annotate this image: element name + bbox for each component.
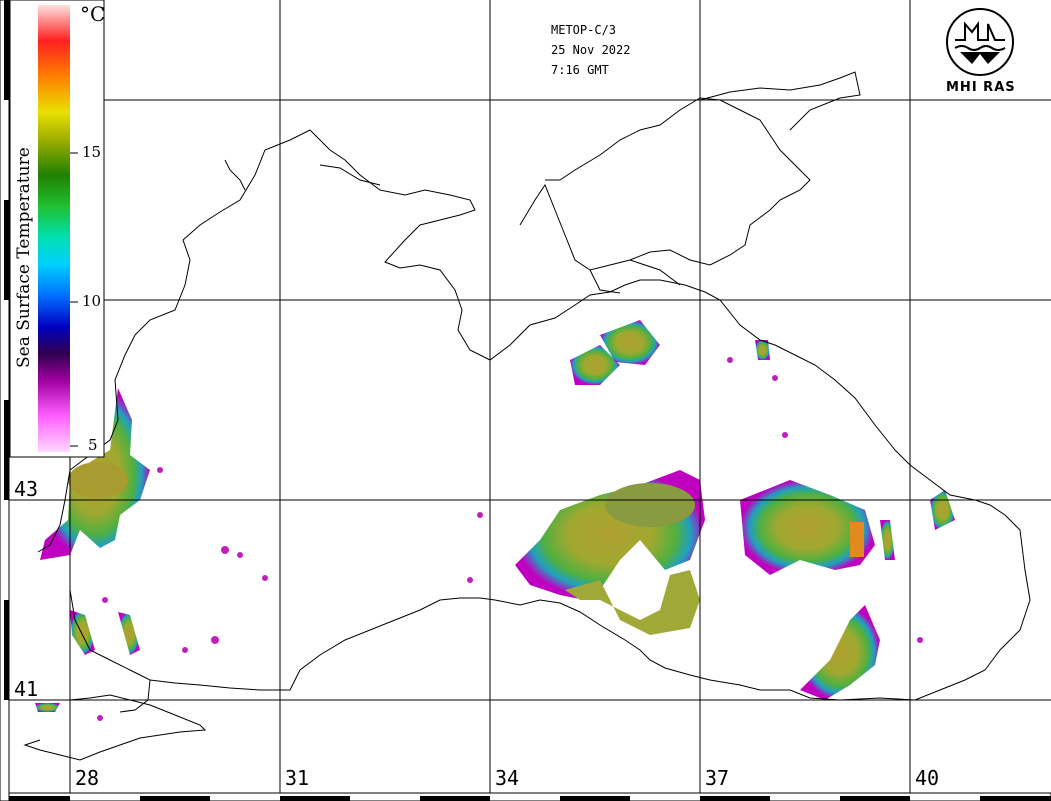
left-scale <box>0 0 10 801</box>
longitude-label-34: 34 <box>493 766 522 790</box>
latitude-label-41: 41 <box>12 677 41 701</box>
legend-title: Sea Surface Temperature <box>14 147 34 368</box>
date-label: 25 Nov 2022 <box>551 43 631 57</box>
sst-patches <box>35 320 955 721</box>
coastline <box>23 71 1031 761</box>
longitude-label-37: 37 <box>703 766 732 790</box>
latitude-label-43: 43 <box>12 477 41 501</box>
time-label: 7:16 GMT <box>551 63 609 77</box>
logo-text: MHI RAS <box>946 80 1016 95</box>
legend-tick-5: 5 <box>88 436 98 454</box>
mhi-ras-logo-icon <box>946 8 1014 76</box>
color-scale-bar <box>38 5 70 452</box>
longitude-label-31: 31 <box>283 766 312 790</box>
legend-unit: °C <box>80 2 106 26</box>
longitude-label-28: 28 <box>73 766 102 790</box>
legend-tick-15: 15 <box>82 143 102 161</box>
satellite-label: METOP-C/3 <box>551 23 617 37</box>
bottom-scale <box>0 792 1051 801</box>
longitude-label-40: 40 <box>913 766 942 790</box>
legend-tick-10: 10 <box>82 292 102 310</box>
legend-box <box>9 0 105 458</box>
